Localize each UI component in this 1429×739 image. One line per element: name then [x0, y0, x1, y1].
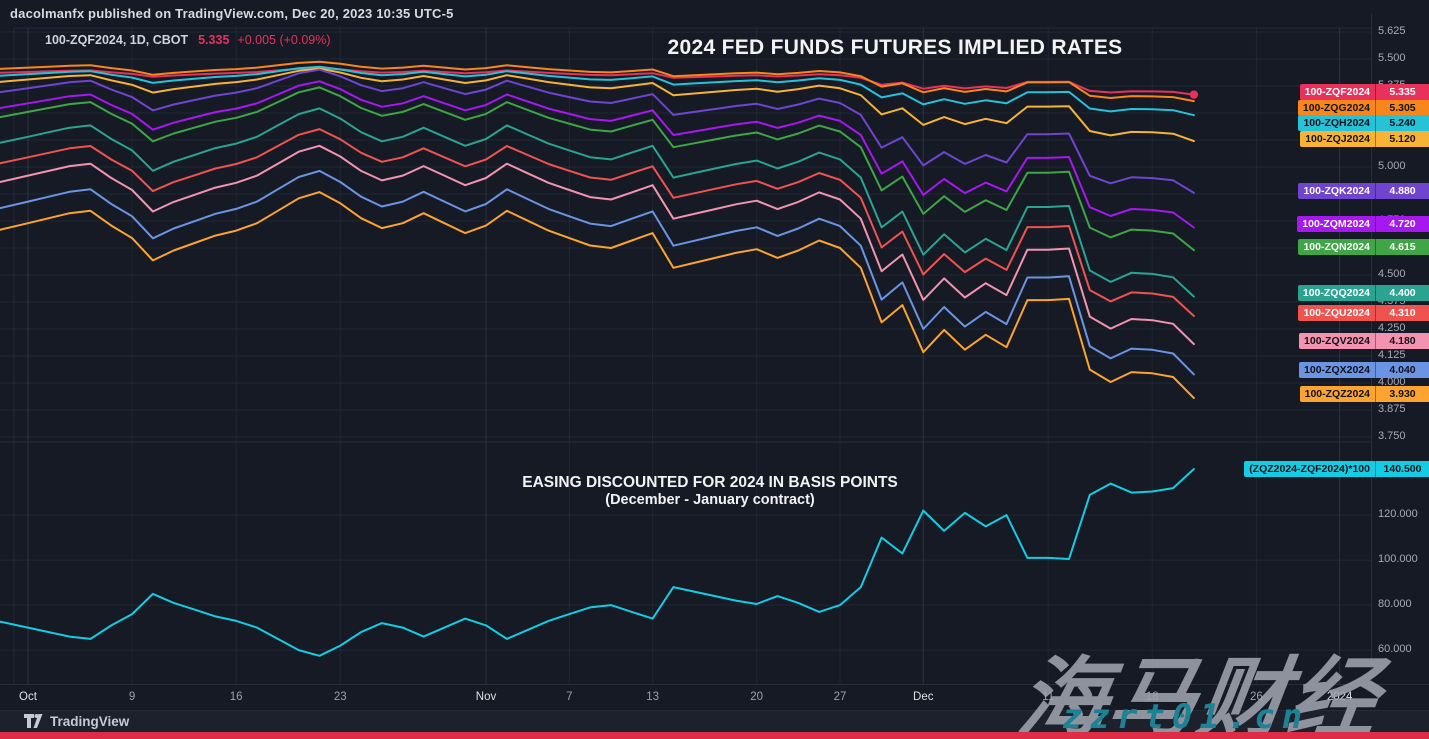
time-axis-label: 13	[646, 691, 659, 703]
symbol-legend[interactable]: 100-ZQF2024, 1D, CBOT 5.335 +0.005 (+0.09%…	[45, 33, 331, 47]
series-label-name: (ZQZ2024-ZQF2024)*100	[1244, 461, 1375, 477]
last-price: 5.335	[198, 33, 230, 47]
series-label-value: 4.180	[1375, 333, 1429, 349]
price-label-100-ZQQ2024: 100-ZQQ2024 4.400	[1297, 285, 1429, 301]
series-line-spread	[0, 468, 1195, 657]
price-axis-label: 4.250	[1378, 322, 1406, 334]
price-label-100-ZQX2024: 100-ZQX2024 4.040	[1299, 362, 1429, 378]
price-axis-label: 4.500	[1378, 268, 1406, 280]
series-label-value: 4.400	[1375, 285, 1429, 301]
time-axis-label: 7	[566, 691, 573, 703]
series-label-value: 5.335	[1375, 84, 1429, 100]
price-label-100-ZQG2024: 100-ZQG2024 5.305	[1297, 100, 1429, 116]
time-axis-label: 26	[1249, 691, 1263, 703]
price-axis-label: 3.750	[1378, 430, 1406, 442]
series-line-100-ZQM2024	[0, 80, 1195, 229]
series-label-value: 4.040	[1375, 362, 1429, 378]
series-line-100-ZQF2024	[0, 66, 1195, 96]
price-change: +0.005 (+0.09%)	[237, 33, 331, 47]
series-label-name: 100-ZQM2024	[1297, 216, 1375, 232]
symbol-description: 100-ZQF2024, 1D, CBOT	[45, 33, 189, 47]
series-label-name: 100-ZQQ2024	[1297, 285, 1375, 301]
price-axis-label: 4.125	[1378, 349, 1406, 361]
series-label-value: 4.310	[1375, 305, 1429, 321]
series-line-100-ZQG2024	[0, 60, 1195, 103]
time-axis-label: Oct	[19, 691, 37, 703]
chart-title: 2024 FED FUNDS FUTURES IMPLIED RATES	[667, 36, 1123, 59]
price-label-100-ZQU2024: 100-ZQU2024 4.310	[1298, 305, 1429, 321]
series-label-value: 140.500	[1375, 461, 1429, 477]
price-label-100-ZQZ2024: 100-ZQZ2024 3.930	[1299, 386, 1429, 402]
price-axis-label: 5.000	[1378, 160, 1406, 172]
series-line-100-ZQV2024	[0, 144, 1195, 346]
time-axis-label: 20	[750, 691, 764, 703]
series-label-value: 5.240	[1375, 115, 1429, 131]
price-axis-label: 120.000	[1378, 508, 1418, 521]
series-label-value: 4.615	[1375, 239, 1429, 255]
time-axis-label: 16	[229, 691, 243, 703]
time-scale[interactable]: Oct 9 16 23 Nov 7 13 20 27 Dec 11 18 26 2024	[0, 684, 1429, 711]
price-label-100-ZQF2024: 100-ZQF2024 5.335	[1299, 84, 1429, 100]
chart-canvas[interactable]	[0, 14, 1371, 684]
price-axis-label: 60.000	[1378, 643, 1412, 656]
series-line-100-ZQH2024	[0, 65, 1195, 117]
tradingview-logo[interactable]: TradingView	[24, 714, 129, 729]
bottom-red-bar	[0, 732, 1429, 739]
time-axis-label: 23	[333, 691, 347, 703]
series-label-name: 100-ZQK2024	[1298, 183, 1375, 199]
price-axis-label: 3.875	[1378, 403, 1406, 415]
series-line-100-ZQN2024	[0, 86, 1195, 252]
price-label-100-ZQH2024: 100-ZQH2024 5.240	[1298, 115, 1429, 131]
lower-title-line1: EASING DISCOUNTED FOR 2024 IN BASIS POIN…	[522, 474, 898, 491]
publish-header: dacolmanfx published on TradingView.com,…	[10, 6, 454, 21]
price-axis-label: 4.000	[1378, 376, 1406, 388]
footer-band	[0, 710, 1429, 734]
price-axis-label: 100.000	[1378, 553, 1418, 566]
price-label-100-ZQJ2024: 100-ZQJ2024 5.120	[1300, 131, 1429, 147]
price-axis-label: 80.000	[1378, 598, 1412, 611]
time-axis-label: 11	[1042, 691, 1055, 703]
series-label-value: 3.930	[1375, 386, 1429, 402]
series-line-100-ZQX2024	[0, 169, 1195, 376]
series-line-100-ZQK2024	[0, 68, 1195, 194]
lower-title-line2: (December - January contract)	[605, 492, 815, 508]
series-label-name: 100-ZQF2024	[1299, 84, 1375, 100]
series-label-value: 5.305	[1375, 100, 1429, 116]
series-label-value: 5.120	[1375, 131, 1429, 147]
series-line-100-ZQU2024	[0, 128, 1195, 317]
series-label-name: 100-ZQJ2024	[1300, 131, 1375, 147]
price-label-100-ZQK2024: 100-ZQK2024 4.880	[1298, 183, 1429, 199]
time-axis-label: 9	[128, 691, 136, 703]
series-label-value: 4.880	[1375, 183, 1429, 199]
series-label-name: 100-ZQX2024	[1299, 362, 1375, 378]
series-label-name: 100-ZQV2024	[1299, 333, 1375, 349]
series-label-value: 4.720	[1375, 216, 1429, 232]
time-axis-label: Dec	[913, 691, 934, 703]
time-axis-label: 18	[1145, 691, 1159, 703]
lower-panel-title: EASING DISCOUNTED FOR 2024 IN BASIS POIN…	[425, 474, 995, 508]
tradingview-logo-icon	[24, 714, 43, 728]
watermark-domain: zzrt01.cn	[1062, 697, 1310, 737]
time-axis-label: 2024	[1326, 691, 1353, 703]
series-label-name: 100-ZQZ2024	[1299, 386, 1375, 402]
series-line-100-ZQZ2024	[0, 191, 1195, 400]
series-line-100-ZQJ2024	[0, 67, 1195, 143]
series-label-name: 100-ZQN2024	[1298, 239, 1375, 255]
series-label-name: 100-ZQG2024	[1297, 100, 1375, 116]
tradingview-logo-text: TradingView	[50, 714, 130, 729]
price-label-100-ZQV2024: 100-ZQV2024 4.180	[1299, 333, 1429, 349]
price-axis-label: 5.500	[1378, 52, 1406, 64]
series-label-name: 100-ZQU2024	[1298, 305, 1375, 321]
price-axis-label: 5.625	[1378, 25, 1406, 37]
price-label-100-ZQN2024: 100-ZQN2024 4.615	[1298, 239, 1429, 255]
series-label-name: 100-ZQH2024	[1298, 115, 1375, 131]
time-axis-label: 27	[833, 691, 847, 703]
price-label-100-ZQM2024: 100-ZQM2024 4.720	[1297, 216, 1429, 232]
time-axis-label: Nov	[475, 691, 497, 703]
last-price-dot	[1189, 90, 1199, 99]
price-label-spread: (ZQZ2024-ZQF2024)*100 140.500	[1244, 461, 1429, 477]
series-line-100-ZQQ2024	[0, 107, 1195, 298]
